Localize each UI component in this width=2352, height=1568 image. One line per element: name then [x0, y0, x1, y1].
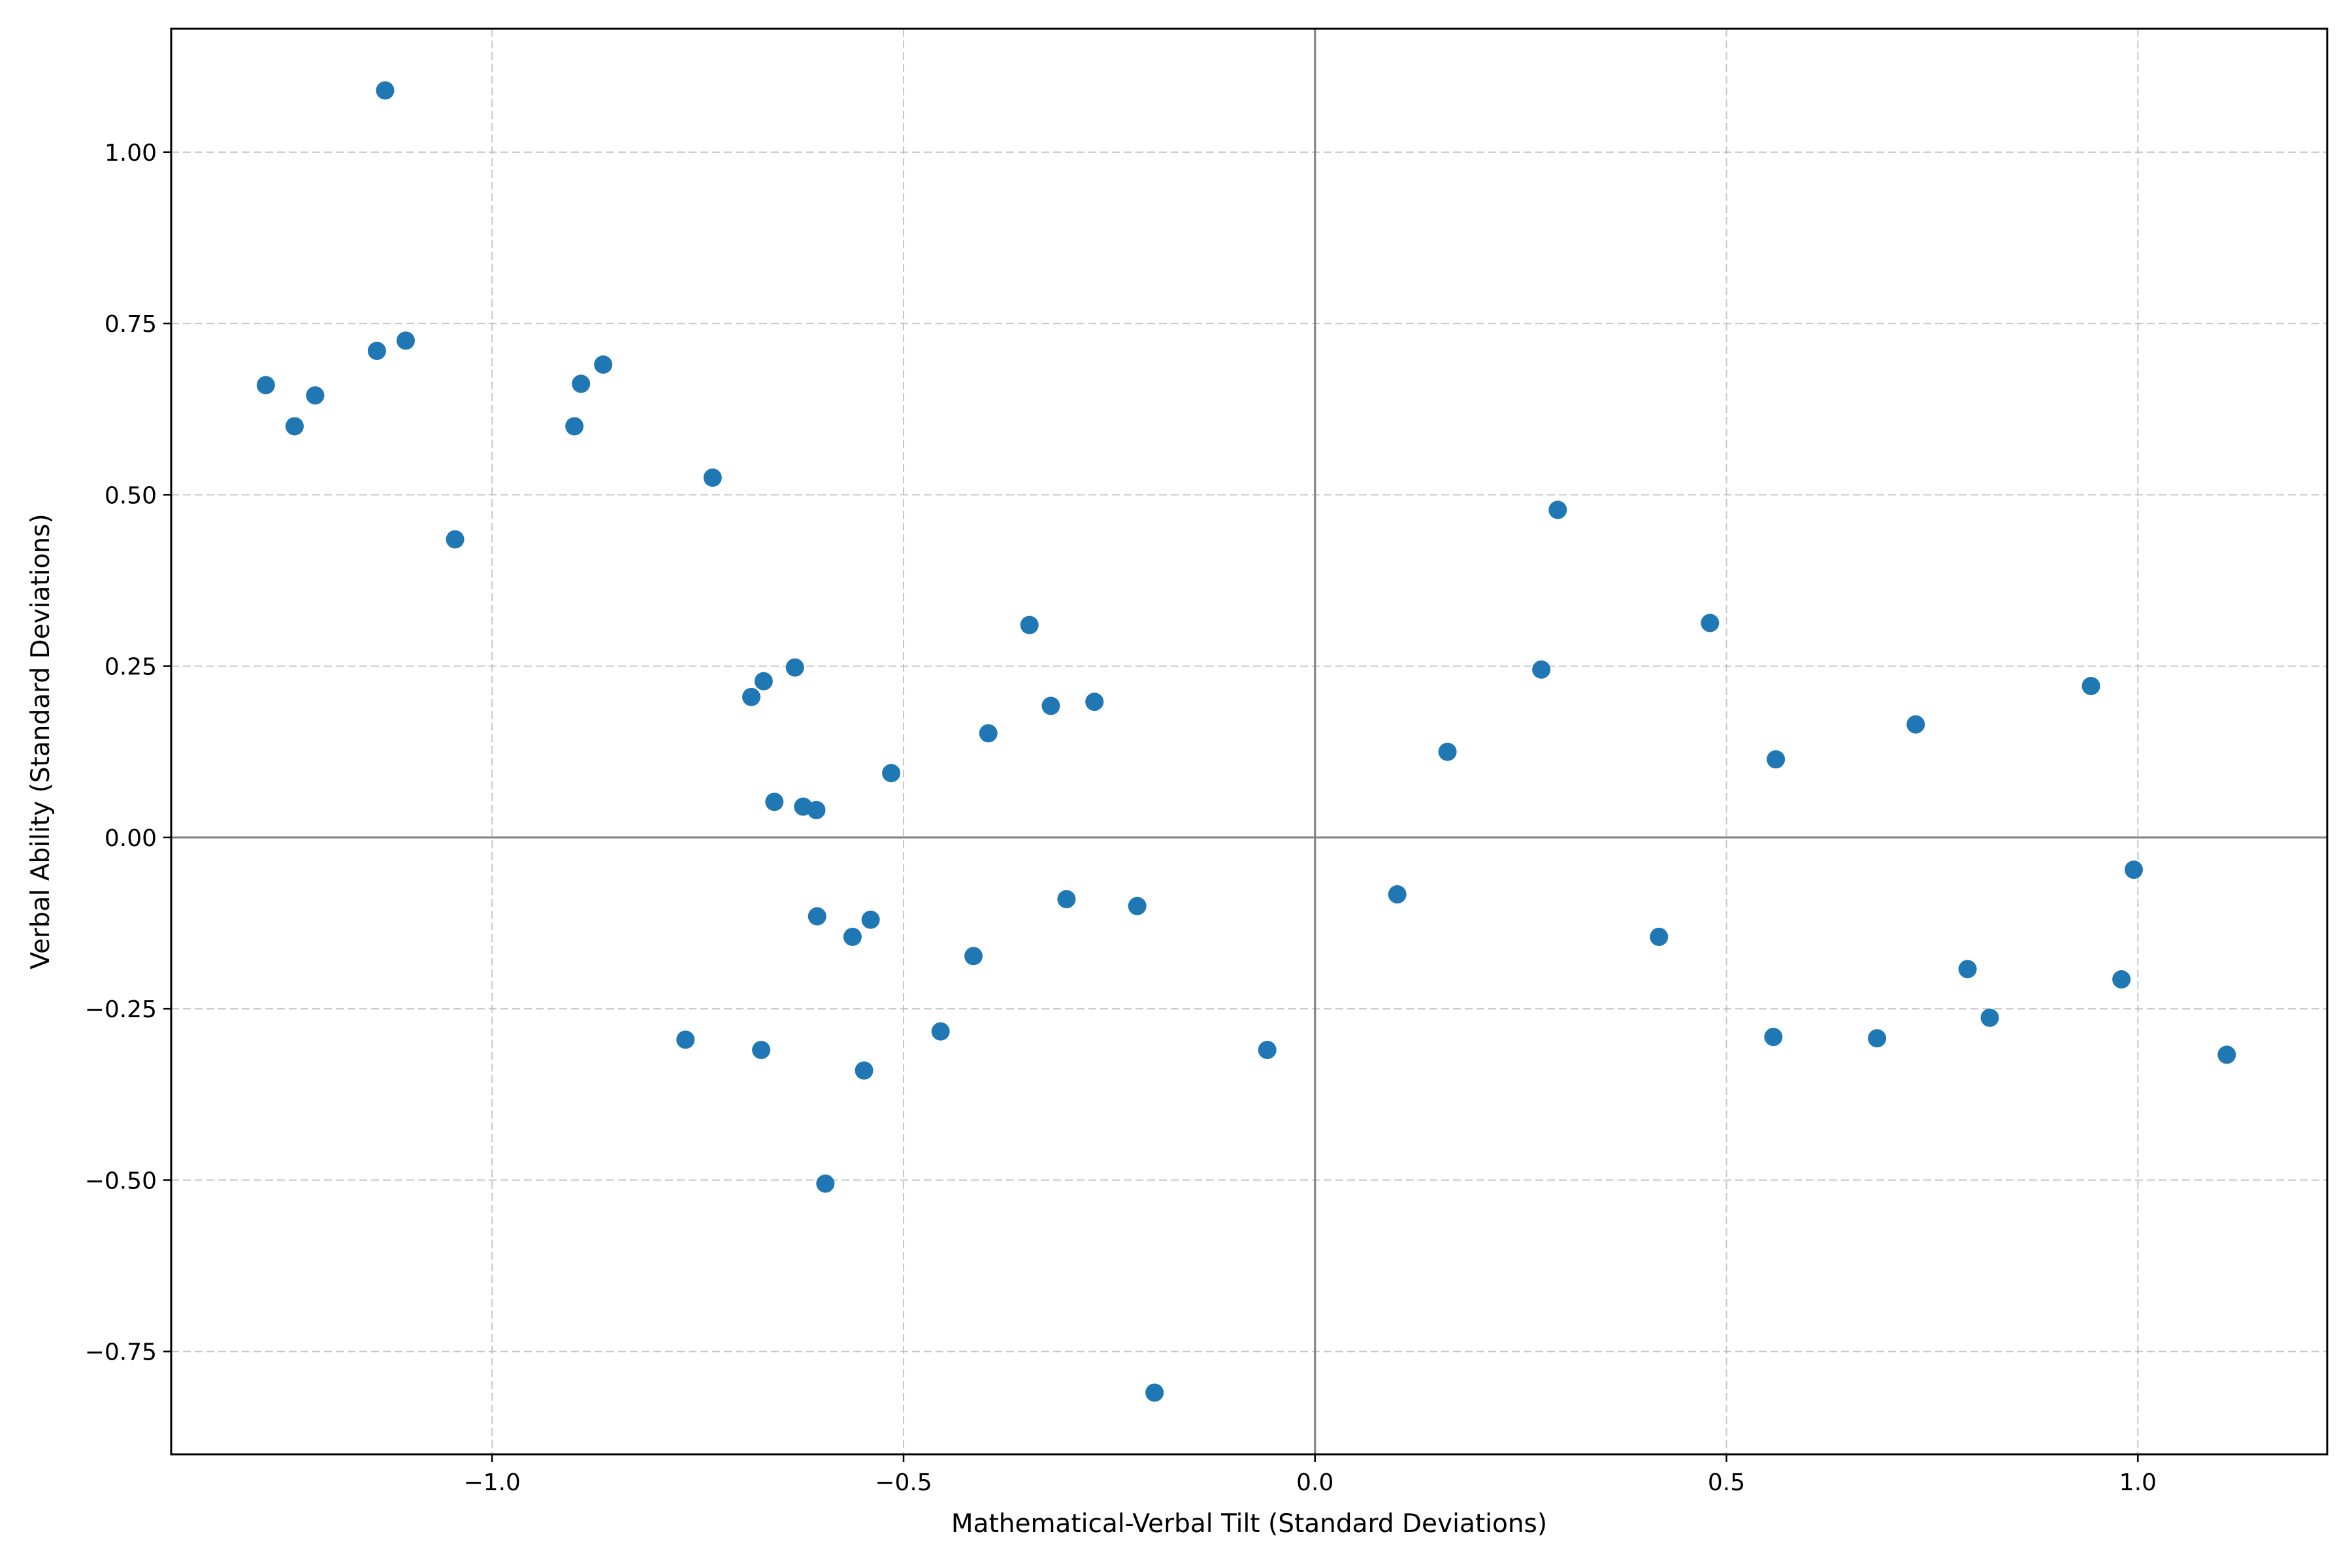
x-tick-label: 0.5: [1708, 1469, 1745, 1496]
data-point: [1085, 693, 1104, 711]
data-points: [256, 81, 2236, 1402]
y-tick-label: −0.25: [85, 996, 157, 1023]
data-point: [376, 81, 395, 100]
data-point: [1532, 660, 1551, 679]
data-point: [861, 910, 880, 929]
y-tick-label: 0.00: [105, 825, 157, 852]
data-point: [765, 792, 784, 811]
x-tick-label: −0.5: [875, 1469, 932, 1496]
data-point: [2082, 677, 2100, 696]
data-point: [785, 658, 804, 677]
data-point: [1906, 715, 1925, 734]
y-tick-label: −0.50: [85, 1168, 157, 1194]
data-point: [1958, 960, 1977, 979]
data-point: [1548, 500, 1567, 519]
data-point: [1388, 885, 1407, 904]
data-point: [816, 1174, 835, 1193]
data-point: [808, 907, 826, 926]
data-point: [1128, 896, 1147, 915]
reference-lines: [171, 29, 2327, 1454]
data-point: [1020, 615, 1039, 634]
x-axis-label: Mathematical-Verbal Tilt (Standard Devia…: [951, 1509, 1547, 1539]
data-point: [742, 687, 760, 706]
data-point: [676, 1030, 695, 1049]
data-point: [256, 376, 275, 395]
data-point: [1868, 1029, 1887, 1048]
x-tick-label: 1.0: [2119, 1469, 2157, 1496]
data-point: [1764, 1028, 1783, 1047]
data-point: [979, 724, 998, 743]
data-point: [2112, 970, 2131, 989]
y-tick-label: 0.75: [105, 311, 157, 338]
data-point: [931, 1022, 950, 1041]
data-point: [703, 468, 722, 487]
data-point: [367, 342, 386, 361]
data-point: [752, 1041, 771, 1060]
data-point: [446, 530, 465, 549]
data-point: [754, 672, 773, 691]
data-point: [396, 331, 415, 350]
data-point: [1438, 742, 1457, 761]
y-tick-label: 0.50: [105, 482, 157, 509]
data-point: [855, 1061, 874, 1080]
x-tick-label: 0.0: [1296, 1469, 1333, 1496]
data-point: [2125, 860, 2144, 879]
data-point: [1650, 927, 1669, 946]
data-point: [843, 927, 862, 946]
data-point: [572, 374, 591, 393]
x-axis-ticks: −1.0 −0.5 0.0 0.5 1.0: [464, 1454, 2157, 1496]
data-point: [1767, 750, 1786, 769]
data-point: [285, 417, 304, 436]
data-point: [1041, 696, 1060, 715]
data-point: [1057, 890, 1076, 909]
y-axis-ticks: −0.75 −0.50 −0.25 0.00 0.25 0.50 0.75 1.00: [85, 140, 171, 1366]
data-point: [1980, 1008, 1999, 1027]
data-point: [594, 355, 613, 374]
y-tick-label: −0.75: [85, 1339, 157, 1366]
data-point: [882, 764, 901, 783]
data-point: [964, 947, 983, 966]
x-tick-label: −1.0: [464, 1469, 521, 1496]
data-point: [565, 417, 584, 436]
data-point: [1145, 1383, 1164, 1402]
y-tick-label: 1.00: [105, 140, 157, 167]
data-point: [1701, 613, 1720, 632]
data-point: [807, 800, 826, 819]
plot-frame: [170, 27, 2328, 1456]
y-tick-label: 0.25: [105, 654, 157, 681]
data-point: [2217, 1045, 2236, 1064]
data-point: [306, 386, 325, 405]
data-point: [1258, 1041, 1277, 1060]
y-axis-label: Verbal Ability (Standard Deviations): [26, 514, 56, 969]
